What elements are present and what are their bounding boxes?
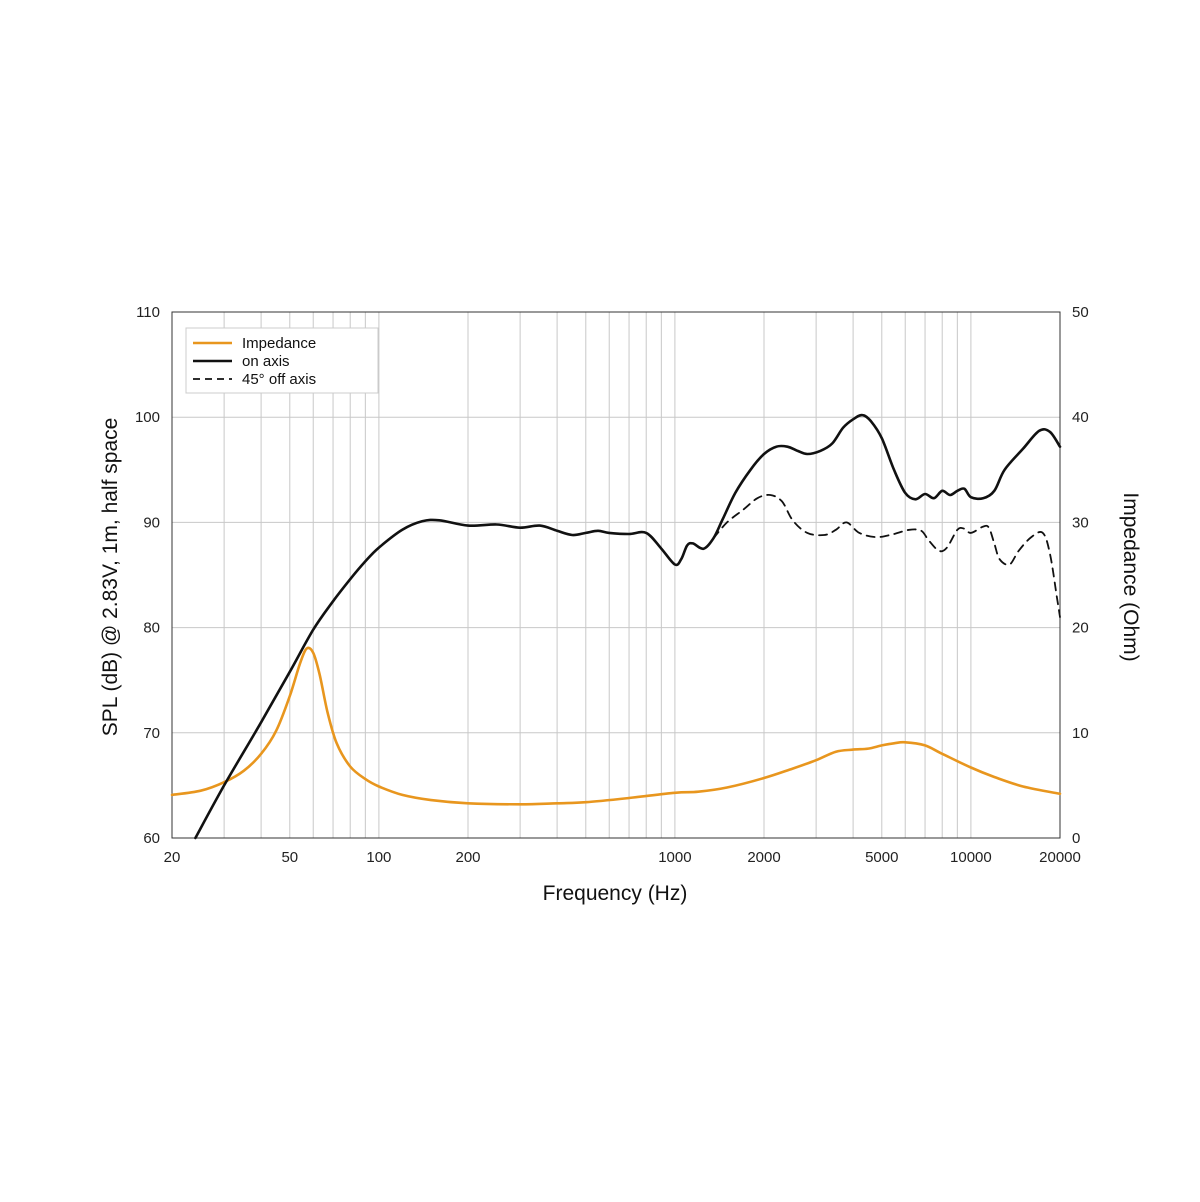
x-tick-label: 1000 — [658, 849, 691, 866]
x-tick-label: 5000 — [865, 849, 898, 866]
off-axis-line — [712, 493, 1061, 618]
x-tick-label: 20 — [164, 849, 181, 866]
legend-label-impedance: Impedance — [242, 335, 316, 352]
x-tick-label: 10000 — [950, 849, 992, 866]
y-tick-label: 60 — [143, 830, 160, 847]
plot-frame — [171, 311, 1061, 839]
y-axis-title: SPL (dB) @ 2.83V, 1m, half space — [99, 418, 122, 737]
x-tick-label: 50 — [281, 849, 298, 866]
x-tick-label: 200 — [455, 849, 480, 866]
series-lines — [170, 413, 1062, 840]
y2-tick-label: 10 — [1072, 725, 1089, 742]
on-axis-line — [194, 413, 1062, 840]
x-tick-label: 2000 — [747, 849, 780, 866]
tick-labels: 20 50 100 200 1000 2000 5000 10000 2000060708090… — [135, 304, 1089, 866]
y-tick-label: 70 — [143, 725, 160, 742]
x-tick-label: 100 — [366, 849, 391, 866]
y2-axis-title: Impedance (Ohm) — [1119, 492, 1142, 661]
legend-label-on-axis: on axis — [242, 353, 290, 370]
y-tick-label: 90 — [143, 514, 160, 531]
y2-tick-label: 20 — [1072, 620, 1089, 637]
y-tick-label: 110 — [136, 304, 160, 321]
impedance-line — [170, 646, 1062, 806]
legend: Impedance on axis 45° off axis — [185, 327, 379, 394]
y2-tick-label: 50 — [1072, 304, 1089, 321]
y-tick-label: 100 — [135, 409, 160, 426]
x-tick-label: 20000 — [1039, 849, 1081, 866]
y-tick-label: 80 — [143, 620, 160, 637]
y2-tick-label: 30 — [1072, 514, 1089, 531]
legend-label-off-axis: 45° off axis — [242, 371, 316, 388]
y2-tick-label: 40 — [1072, 409, 1089, 426]
y2-tick-label: 0 — [1072, 830, 1080, 847]
x-axis-title: Frequency (Hz) — [543, 882, 688, 905]
